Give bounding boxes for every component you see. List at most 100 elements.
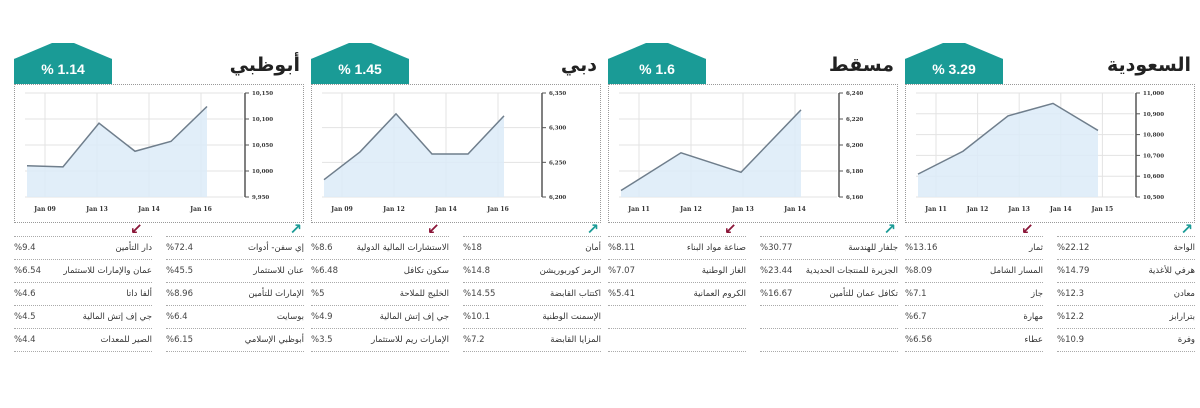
stock-change: %14.55: [463, 289, 496, 299]
table-row: بترارابز %12.2: [1057, 306, 1195, 329]
stock-change: %6.56: [905, 335, 933, 345]
badge-shape: [905, 43, 1003, 85]
table-row: جلفار للهندسة %30.77: [760, 236, 898, 260]
stock-name: الرمز كوربوريشن: [539, 266, 601, 276]
table-row: ثمار %13.16: [905, 236, 1043, 260]
gainers-table: إي سفن- أدوات %72.4 عنان للاستثمار %45.5 الإ…: [166, 236, 304, 352]
svg-text:10,150: 10,150: [252, 91, 273, 97]
table-row: إي سفن- أدوات %72.4: [166, 236, 304, 260]
table-row: معادن %12.3: [1057, 283, 1195, 306]
svg-text:6,200: 6,200: [549, 195, 566, 201]
stock-change: %14.8: [463, 266, 491, 276]
table-row: الرمز كوربوريشن %14.8: [463, 260, 601, 283]
svg-text:Jan 15: Jan 15: [1091, 206, 1114, 213]
stock-name: معادن: [1173, 289, 1195, 299]
stock-name: إي سفن- أدوات: [248, 243, 304, 253]
stock-name: ثمار: [1029, 243, 1043, 253]
svg-text:Jan 14: Jan 14: [783, 206, 806, 213]
gainers-up-arrow-icon: ↗: [586, 220, 599, 238]
stock-name: دار التأمين: [115, 243, 152, 253]
stock-name: الجزيرة للمنتجات الحديدية: [805, 266, 898, 276]
gainers-up-arrow-icon: ↗: [1180, 220, 1193, 238]
market-title: مسقط: [828, 54, 894, 76]
stock-change: %12.3: [1057, 289, 1085, 299]
losers-table: صناعة مواد البناء %8.11 الغاز الوطنية %7.07…: [608, 236, 746, 352]
table-row: عنان للاستثمار %45.5: [166, 260, 304, 283]
svg-text:6,300: 6,300: [549, 126, 566, 132]
change-badge: % 1.14: [14, 43, 112, 85]
index-chart: Jan 09 Jan 13 Jan 14 Jan 16 10,150 10,100 10,0…: [14, 84, 304, 223]
table-row: أبوظبي الإسلامي %6.15: [166, 329, 304, 352]
stock-change: %8.6: [311, 243, 333, 253]
svg-text:9,950: 9,950: [252, 195, 269, 201]
stock-name: الاستشارات المالية الدولية: [356, 243, 449, 253]
table-row: الصير للمعدات %4.4: [14, 329, 152, 352]
panel-abudhabi: % 1.14 أبوظبي Jan 09 Jan 13 Jan 14 Jan 16 10,1…: [14, 40, 304, 352]
svg-text:Jan 14: Jan 14: [1049, 206, 1072, 213]
losers-down-arrow-icon: ↙: [1021, 220, 1034, 238]
panel-dubai: % 1.45 دبي Jan 09 Jan 12 Jan 14 Jan 16 6,350 6,…: [311, 40, 601, 352]
table-row: جي إف إتش المالية %4.9: [311, 306, 449, 329]
stock-change: %7.2: [463, 335, 485, 345]
svg-text:6,160: 6,160: [846, 195, 863, 201]
stock-name: عنان للاستثمار: [253, 266, 304, 276]
table-row: سكون تكافل %6.48: [311, 260, 449, 283]
stock-name: جلفار للهندسة: [848, 243, 898, 253]
stock-change: %6.48: [311, 266, 339, 276]
losers-down-arrow-icon: ↙: [724, 220, 737, 238]
stock-change: %8.09: [905, 266, 933, 276]
stock-name: هرفي للأغذية: [1148, 266, 1195, 276]
table-row: الإمارات ريم للاستثمار %3.5: [311, 329, 449, 352]
table-row: المزايا القابضة %7.2: [463, 329, 601, 352]
svg-text:10,100: 10,100: [252, 117, 273, 123]
losers-table: الاستشارات المالية الدولية %8.6 سكون تكافل…: [311, 236, 449, 352]
gainers-table: أمان %18 الرمز كوربوريشن %14.8 اكتتاب القابض…: [463, 236, 601, 352]
svg-text:Jan 12: Jan 12: [966, 206, 989, 213]
svg-text:Jan 14: Jan 14: [434, 206, 457, 213]
table-row: الإسمنت الوطنية %10.1: [463, 306, 601, 329]
table-row: دار التأمين %9.4: [14, 236, 152, 260]
svg-text:Jan 13: Jan 13: [1007, 206, 1030, 213]
badge-shape: [311, 43, 409, 85]
stock-name: تكافل عمان للتأمين: [829, 289, 898, 299]
table-row: وفرة %10.9: [1057, 329, 1195, 352]
svg-text:Jan 09: Jan 09: [330, 206, 353, 213]
stock-name: الواحة: [1173, 243, 1195, 253]
table-row: مهارة %6.7: [905, 306, 1043, 329]
market-title: أبوظبي: [229, 54, 300, 76]
table-row: هرفي للأغذية %14.79: [1057, 260, 1195, 283]
table-row: الجزيرة للمنتجات الحديدية %23.44: [760, 260, 898, 283]
svg-text:Jan 09: Jan 09: [33, 206, 56, 213]
index-chart: Jan 11 Jan 12 Jan 13 Jan 14 Jan 15 11,000 10,9…: [905, 84, 1195, 223]
change-percent: % 1.6: [639, 61, 675, 77]
table-row: الاستشارات المالية الدولية %8.6: [311, 236, 449, 260]
market-title: السعودية: [1106, 54, 1191, 76]
svg-text:Jan 12: Jan 12: [382, 206, 405, 213]
stock-name: جي إف إتش المالية: [379, 312, 449, 322]
table-row: [608, 306, 746, 329]
table-row: [760, 329, 898, 352]
badge-shape: [14, 43, 112, 85]
stock-change: %5: [311, 289, 325, 299]
table-row: [760, 306, 898, 329]
svg-text:6,250: 6,250: [549, 160, 566, 166]
panel-saudi: % 3.29 السعودية Jan 11 Jan 12 Jan 13 Jan 14 Ja…: [905, 40, 1195, 352]
stock-name: وفرة: [1177, 335, 1195, 345]
change-badge: % 3.29: [905, 43, 1003, 85]
losers-down-arrow-icon: ↙: [427, 220, 440, 238]
svg-text:10,500: 10,500: [1143, 195, 1164, 201]
svg-text:Jan 12: Jan 12: [679, 206, 702, 213]
svg-text:6,200: 6,200: [846, 143, 863, 149]
change-badge: % 1.45: [311, 43, 409, 85]
stock-name: جاز: [1031, 289, 1043, 299]
table-row: [608, 329, 746, 352]
svg-text:10,900: 10,900: [1143, 112, 1164, 118]
stock-name: ألفا داتا: [126, 289, 152, 299]
svg-text:10,800: 10,800: [1143, 133, 1164, 139]
svg-text:10,000: 10,000: [252, 169, 273, 175]
stock-name: صناعة مواد البناء: [686, 243, 746, 253]
stock-change: %13.16: [905, 243, 938, 253]
stock-name: الإمارات ريم للاستثمار: [371, 335, 449, 345]
svg-text:6,350: 6,350: [549, 91, 566, 97]
stock-change: %5.41: [608, 289, 636, 299]
